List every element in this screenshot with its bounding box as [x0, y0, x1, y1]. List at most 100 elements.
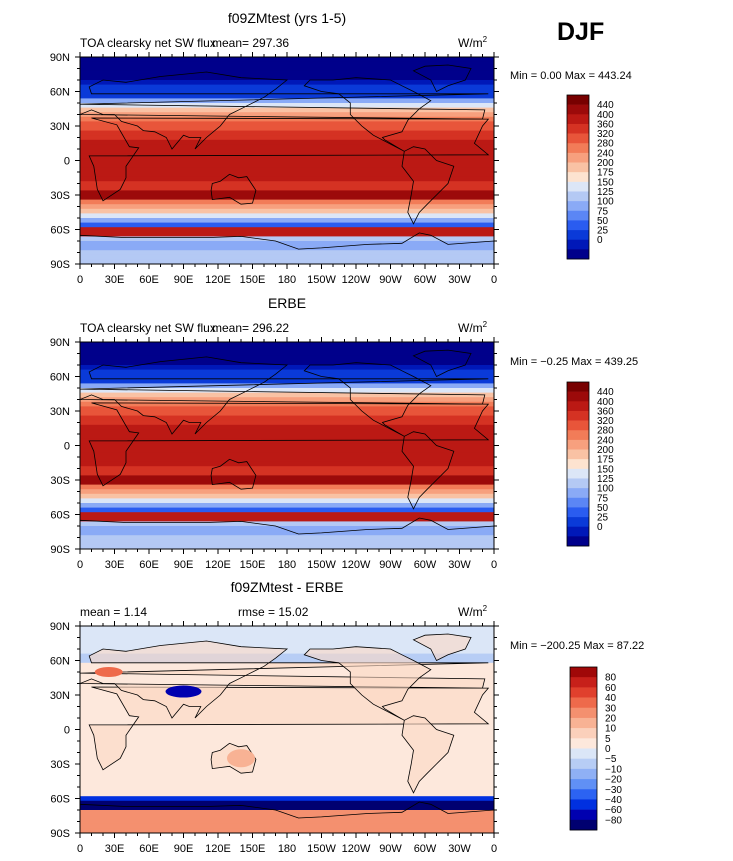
field-band [80, 57, 494, 63]
field-band [80, 153, 494, 159]
field-band [80, 135, 494, 141]
field-band [80, 470, 494, 476]
x-tick-label: 120W [342, 559, 371, 571]
field-band [80, 493, 494, 499]
y-tick-label: 90S [50, 544, 70, 556]
colorbar-label: 0 [605, 744, 611, 755]
field-band [80, 544, 494, 549]
field-band [80, 126, 494, 132]
field-band [80, 507, 494, 513]
field-band [80, 346, 494, 352]
x-tick-label: 60W [414, 843, 437, 855]
field-band [80, 777, 494, 783]
field-band [80, 401, 494, 407]
field-band [80, 516, 494, 522]
colorbar-swatch [567, 114, 589, 125]
colorbar-swatch [567, 162, 589, 173]
x-tick-label: 90E [174, 559, 194, 571]
field-band [80, 227, 494, 233]
field-band [80, 167, 494, 173]
x-tick-label: 120E [205, 559, 231, 571]
field-band [80, 745, 494, 751]
colorbar-label: 0 [597, 522, 603, 533]
field-band [80, 526, 494, 532]
y-tick-label: 0 [64, 156, 70, 168]
y-tick-label: 30S [50, 190, 70, 202]
colorbar-label: 10 [605, 724, 617, 735]
field-band [80, 649, 494, 655]
x-tick-label: 120E [205, 274, 231, 286]
x-tick-label: 0 [491, 559, 497, 571]
colorbar-swatch [567, 420, 589, 431]
field-band [80, 208, 494, 214]
colorbar-swatch [567, 449, 589, 460]
x-tick-label: 90E [174, 843, 194, 855]
colorbar-swatch [567, 181, 589, 192]
x-tick-label: 90E [174, 274, 194, 286]
colorbar-frame [566, 381, 590, 547]
colorbar-swatch [567, 517, 589, 528]
field-band [80, 750, 494, 756]
x-tick-label: 30W [448, 559, 471, 571]
panel-title: ERBE [268, 295, 306, 311]
colorbar-label: 50 [597, 503, 609, 514]
field-band [80, 466, 494, 472]
colorbar-label: 320 [597, 416, 614, 427]
panel-left-label: TOA clearsky net SW flux [80, 36, 216, 50]
field-band [80, 342, 494, 348]
colorbar-label: 400 [597, 110, 614, 121]
colorbar-swatch [570, 697, 597, 709]
field-band [80, 800, 494, 806]
y-tick-label: 90S [50, 828, 70, 840]
field-band [80, 66, 494, 72]
colorbar-swatch [570, 738, 597, 749]
field-band [80, 512, 494, 518]
colorbar-swatch [567, 536, 589, 547]
field-band [80, 61, 494, 67]
coastline [80, 356, 489, 435]
land-tint [402, 715, 454, 793]
field-band [80, 810, 494, 816]
y-tick-label: 0 [64, 725, 70, 737]
x-tick-label: 150W [307, 843, 336, 855]
coastline [80, 801, 494, 833]
x-tick-label: 180 [278, 559, 296, 571]
colorbar-swatch [570, 707, 597, 719]
x-tick-label: 60W [414, 274, 437, 286]
field-band [80, 667, 494, 673]
field-band [80, 158, 494, 164]
colorbar-swatch [567, 210, 589, 221]
field-band [80, 635, 494, 641]
field-band [80, 181, 494, 187]
panel-mean-label: mean= 297.36 [212, 36, 289, 50]
field-band [80, 759, 494, 765]
field-band [80, 199, 494, 205]
field-band [80, 369, 494, 375]
field-band [80, 112, 494, 118]
field-band [80, 103, 494, 109]
panel-left-label: TOA clearsky net SW flux [80, 321, 216, 335]
field-band [80, 731, 494, 737]
coastline [412, 349, 472, 378]
field-band [80, 204, 494, 210]
colorbar-swatch [570, 687, 597, 698]
field-band [80, 116, 494, 122]
x-tick-label: 0 [491, 274, 497, 286]
field-band [80, 484, 494, 490]
y-tick-label: 60N [50, 372, 70, 384]
field-band [80, 259, 494, 264]
x-tick-label: 30E [105, 274, 125, 286]
field-band [80, 420, 494, 426]
colorbar-swatch [567, 497, 589, 508]
x-tick-label: 120W [342, 843, 371, 855]
field-band [80, 176, 494, 182]
field-band [80, 814, 494, 820]
field-band [80, 149, 494, 155]
colorbar-swatch [567, 468, 589, 479]
x-tick-label: 150E [240, 274, 266, 286]
field-band [80, 254, 494, 260]
y-tick-label: 90S [50, 259, 70, 271]
